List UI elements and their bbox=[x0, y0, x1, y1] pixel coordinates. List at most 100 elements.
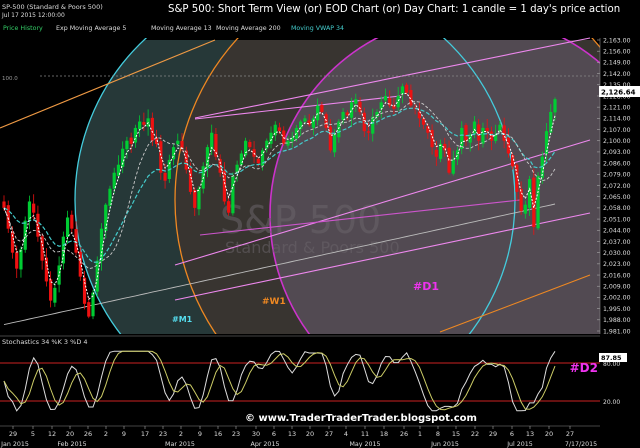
candle-body bbox=[519, 188, 523, 212]
stoch-k-line bbox=[3, 350, 556, 412]
candle-body bbox=[286, 140, 290, 146]
candle-body bbox=[337, 121, 341, 138]
x-day-label: 11 bbox=[361, 430, 369, 438]
x-day-label: 8 bbox=[436, 430, 440, 438]
candle-body bbox=[231, 175, 235, 214]
x-day-label: 27 bbox=[566, 430, 574, 438]
x-day-label: 13 bbox=[288, 430, 296, 438]
candle-body bbox=[91, 292, 95, 317]
y-tick-label: 2,044.00 bbox=[603, 228, 631, 235]
candle-body bbox=[333, 134, 337, 153]
candle-body bbox=[125, 140, 129, 150]
candle-body bbox=[434, 149, 438, 157]
candle-body bbox=[142, 122, 146, 125]
x-day-label: 5 bbox=[31, 430, 35, 438]
upper-swing-line bbox=[194, 95, 401, 120]
candle-body bbox=[116, 164, 121, 176]
x-day-label: 6 bbox=[272, 430, 276, 438]
y-tick-label: 2,142.00 bbox=[603, 71, 631, 78]
candle-body bbox=[193, 190, 197, 208]
candle-body bbox=[205, 147, 210, 169]
y-tick-label: 2,072.00 bbox=[603, 183, 631, 190]
candle-body bbox=[239, 153, 243, 165]
candle-body bbox=[40, 236, 44, 261]
y-tick-label: 2,051.00 bbox=[603, 216, 631, 223]
y-tick-label: 2,009.00 bbox=[603, 284, 631, 291]
candle-body bbox=[265, 140, 269, 149]
orange-trendline bbox=[0, 39, 216, 129]
x-day-label: 13 bbox=[526, 430, 534, 438]
legend-entry: Price History bbox=[3, 25, 43, 32]
candle-body bbox=[184, 150, 188, 170]
x-day-label: 9 bbox=[198, 430, 202, 438]
candle-body bbox=[405, 84, 409, 93]
candle-body bbox=[540, 156, 544, 178]
candle-body bbox=[214, 134, 218, 157]
x-day-label: 23 bbox=[232, 430, 240, 438]
ma13-path bbox=[3, 100, 556, 270]
footer-watermark: © www.TraderTraderTrader.blogspot.com bbox=[245, 413, 477, 424]
x-day-label: 16 bbox=[214, 430, 222, 438]
y-tick-label: 2,016.00 bbox=[603, 272, 631, 279]
y-tick-label: 2,149.00 bbox=[603, 60, 631, 67]
candle-body bbox=[121, 148, 125, 167]
timeframe-zones bbox=[75, 0, 640, 440]
y-tick-label: 2,030.00 bbox=[603, 250, 631, 257]
watermark-symbol: S&P 500 bbox=[220, 198, 381, 242]
candle-body bbox=[32, 203, 36, 213]
candle-body bbox=[2, 201, 6, 208]
candle-body bbox=[277, 127, 282, 132]
candle-body bbox=[527, 179, 532, 208]
x-day-label: 20 bbox=[66, 430, 74, 438]
candle-body bbox=[133, 127, 137, 143]
chart-title: S&P 500: Short Term View (or) EOD Chart … bbox=[168, 4, 620, 15]
y-tick-label: 2,100.00 bbox=[603, 138, 631, 145]
ma200-line bbox=[3, 203, 556, 326]
candle-body bbox=[316, 105, 320, 121]
candle-body bbox=[362, 112, 366, 132]
x-day-label: 2 bbox=[104, 430, 108, 438]
candle-body bbox=[303, 118, 307, 122]
candle-body bbox=[294, 127, 299, 139]
x-day-label: 4 bbox=[344, 430, 348, 438]
candle-body bbox=[532, 177, 536, 228]
last-price-label: 2,126.64 bbox=[601, 89, 636, 97]
level-100-label: 100.0 bbox=[2, 76, 18, 82]
candle-body bbox=[349, 102, 354, 118]
stoch-value-label: 87.85 bbox=[601, 354, 622, 362]
candle-body bbox=[417, 111, 421, 119]
stochastics-label: Stochastics 34 %K 3 %D 4 bbox=[2, 338, 88, 346]
candle-body bbox=[485, 127, 489, 132]
candle-body bbox=[324, 114, 328, 128]
x-day-label: 29 bbox=[9, 430, 17, 438]
x-day-label: 18 bbox=[380, 430, 388, 438]
candle-body bbox=[210, 132, 214, 150]
stoch-d-line bbox=[3, 350, 556, 411]
candle-body bbox=[176, 140, 180, 145]
candle-body bbox=[108, 188, 112, 206]
y-tick-label: 2,023.00 bbox=[603, 261, 631, 268]
candle-body bbox=[409, 90, 413, 106]
channel-bottom-line bbox=[174, 212, 591, 301]
legend-entry: Moving Average 13 bbox=[151, 25, 212, 32]
candle-body bbox=[129, 137, 133, 144]
x-day-label: 9 bbox=[122, 430, 126, 438]
candle-body bbox=[87, 302, 91, 317]
y-tick-label: 1,988.00 bbox=[603, 317, 631, 324]
x-day-label: 29 bbox=[489, 430, 497, 438]
y-tick-label: 2,156.00 bbox=[603, 48, 631, 55]
y-tick-label: 2,037.00 bbox=[603, 239, 631, 246]
candle-body bbox=[104, 204, 108, 231]
candle-body bbox=[498, 124, 502, 132]
candle-body bbox=[19, 249, 23, 270]
candle-body bbox=[10, 231, 15, 253]
candle-body bbox=[396, 95, 400, 108]
ema5-line bbox=[3, 92, 556, 301]
candle-body bbox=[248, 141, 252, 148]
x-day-label: 26 bbox=[400, 430, 408, 438]
candle-body bbox=[290, 137, 294, 142]
y-tick-label: 2,093.00 bbox=[603, 149, 631, 156]
candle-body bbox=[6, 205, 10, 229]
candle-body bbox=[422, 118, 426, 125]
